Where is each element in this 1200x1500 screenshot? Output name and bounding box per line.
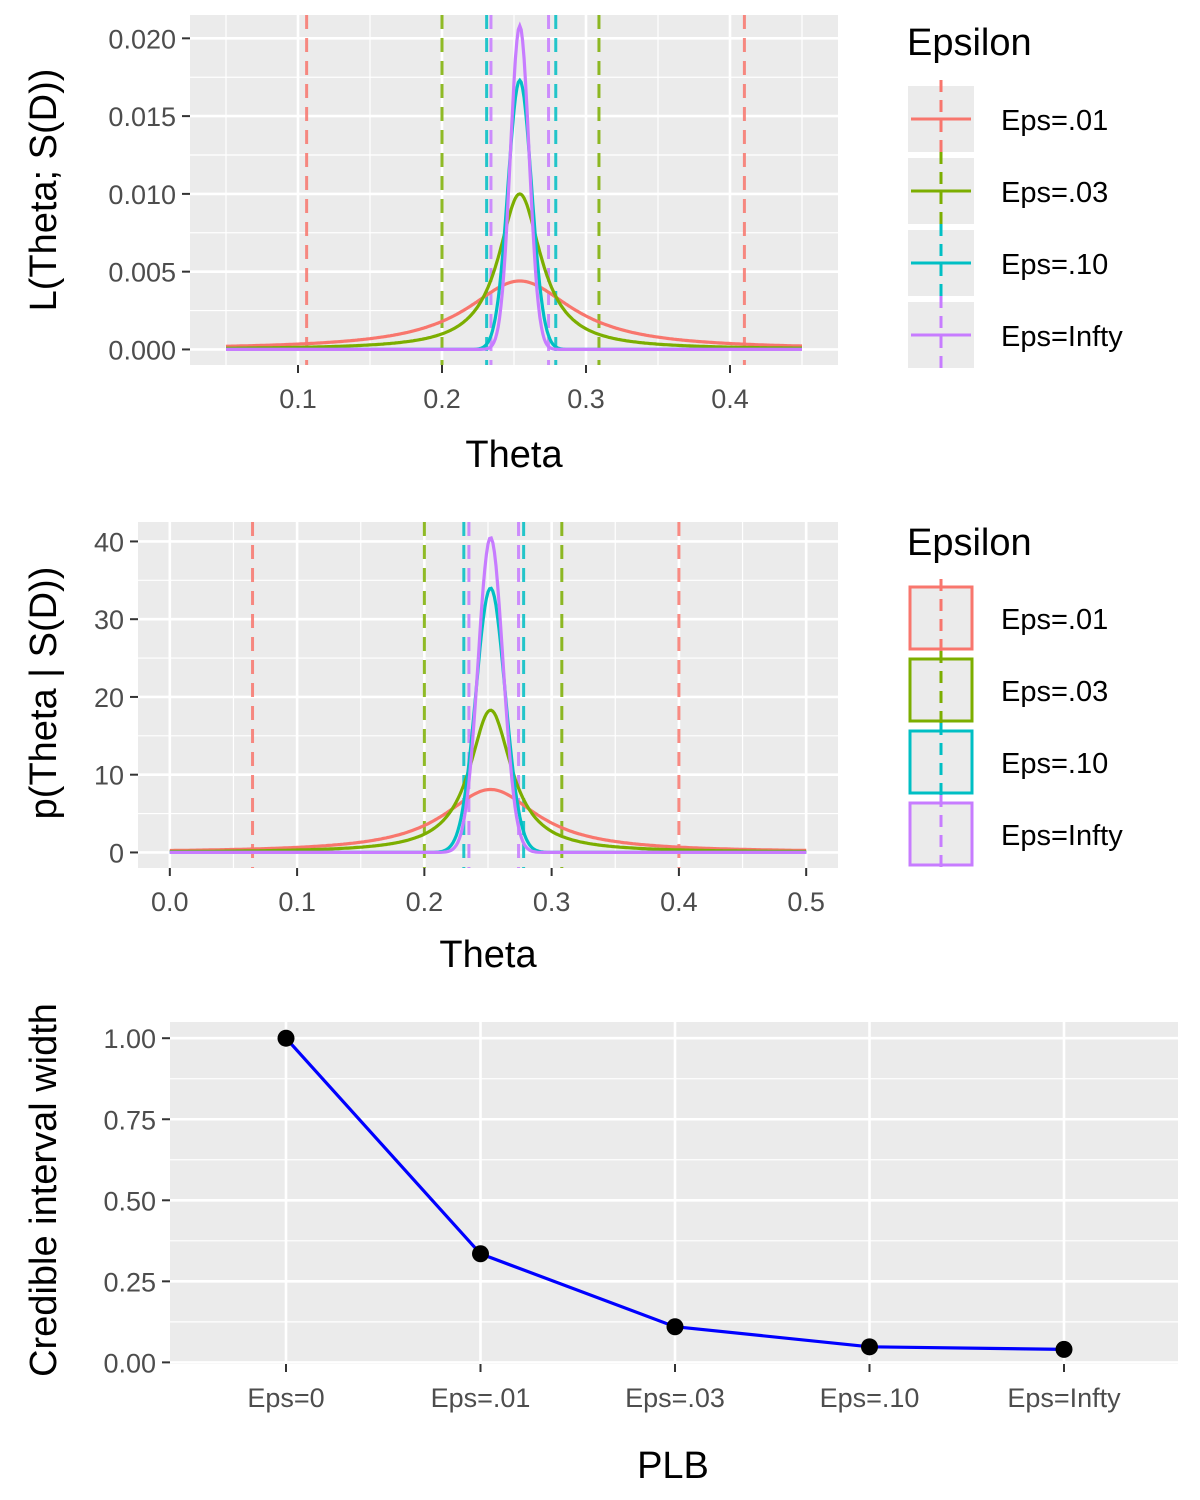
x-tick-label: 0.1	[279, 384, 317, 414]
y-axis-ticks: 0.000 0.005 0.010 0.015 0.020	[108, 24, 190, 365]
y-tick-label: 0.010	[108, 180, 176, 210]
x-axis-title: Theta	[465, 434, 563, 476]
legend-label-eps-10: Eps=.10	[1001, 748, 1108, 780]
width-series	[277, 1029, 1073, 1358]
y-tick-label: 1.00	[103, 1024, 156, 1054]
x-tick-label: 0.3	[567, 384, 605, 414]
legend-key-eps-03	[908, 657, 974, 723]
y-tick-label: 0	[109, 838, 124, 868]
legend-title: Epsilon	[907, 22, 1032, 64]
x-tick-label: Eps=.01	[431, 1383, 531, 1413]
interval-lines	[305, 15, 746, 365]
y-tick-label: 0.50	[103, 1186, 156, 1216]
legend-label-eps-01: Eps=.01	[1001, 604, 1108, 636]
y-tick-label: 30	[94, 605, 124, 635]
x-tick-label: 0.2	[423, 384, 461, 414]
y-tick-label: 10	[94, 761, 124, 791]
point-eps-10	[861, 1338, 878, 1356]
x-tick-label: Eps=Infty	[1007, 1383, 1121, 1413]
x-axis-ticks: 0.0 0.1 0.2 0.3 0.4 0.5	[151, 868, 825, 917]
curve-eps-03	[169, 708, 807, 854]
posterior-panel: 0 10 20 30 40 0.0 0.1 0.2 0.3 0.4 0.5 Theta p(The…	[23, 522, 1123, 976]
legend-label-eps-01: Eps=.01	[1001, 105, 1108, 137]
y-tick-label: 0.000	[108, 335, 176, 365]
x-tick-label: Eps=.03	[625, 1383, 725, 1413]
point-eps-0	[277, 1029, 295, 1047]
x-tick-label: 0.2	[406, 887, 444, 917]
y-axis-title: p(Theta | S(D))	[23, 567, 65, 820]
curve-eps-03	[226, 192, 802, 350]
density-curves	[225, 21, 802, 351]
x-tick-label: 0.5	[787, 887, 825, 917]
y-axis-title: L(Theta; S(D))	[23, 69, 65, 312]
interval-width-panel: 0.00 0.25 0.50 0.75 1.00 Eps=0 Eps=.01 Eps=.03…	[23, 1003, 1178, 1487]
legend: Eps=.01 Eps=.03 Eps=.10 Eps=Infty	[908, 80, 1123, 374]
curve-eps-01	[169, 787, 807, 853]
x-tick-label: 0.4	[660, 887, 698, 917]
x-tick-label: 0.0	[151, 887, 189, 917]
x-axis-ticks: 0.1 0.2 0.3 0.4	[279, 365, 749, 414]
x-tick-label: Eps=0	[247, 1383, 324, 1413]
likelihood-panel: 0.000 0.005 0.010 0.015 0.020 0.1 0.2 0.3 0.4 T…	[23, 15, 1123, 476]
y-tick-label: 20	[94, 683, 124, 713]
y-tick-label: 0.005	[108, 258, 176, 288]
point-eps-01	[472, 1245, 489, 1263]
y-axis-title: Credible interval width	[23, 1003, 65, 1377]
x-tick-label: Eps=.10	[820, 1383, 920, 1413]
legend: Eps=.01 Eps=.03 Eps=.10 Eps=Infty	[908, 579, 1123, 873]
y-tick-label: 0.020	[108, 24, 176, 54]
legend-label-eps-10: Eps=.10	[1001, 249, 1108, 281]
x-axis-title: Theta	[439, 934, 537, 976]
point-eps-03	[666, 1318, 684, 1336]
y-axis-ticks: 0.00 0.25 0.50 0.75 1.00	[103, 1024, 170, 1378]
x-tick-label: 0.4	[711, 384, 749, 414]
curve-eps-01	[225, 279, 802, 348]
legend-label-eps-03: Eps=.03	[1001, 177, 1108, 209]
x-axis-title: PLB	[637, 1445, 709, 1487]
point-eps-infty	[1055, 1340, 1073, 1358]
x-tick-label: 0.1	[278, 887, 316, 917]
y-tick-label: 0.25	[103, 1267, 156, 1297]
curve-eps-infty	[169, 536, 807, 854]
legend-label-eps-03: Eps=.03	[1001, 676, 1108, 708]
y-tick-label: 0.00	[103, 1348, 156, 1378]
curve-eps-infty	[226, 21, 802, 351]
x-axis-ticks: Eps=0 Eps=.01 Eps=.03 Eps=.10 Eps=Infty	[247, 1364, 1121, 1413]
legend-label-eps-infty: Eps=Infty	[1001, 820, 1123, 852]
legend-key-eps-infty	[908, 801, 974, 867]
y-axis-ticks: 0 10 20 30 40	[94, 527, 138, 868]
y-tick-label: 0.75	[103, 1105, 156, 1135]
y-tick-label: 0.015	[108, 102, 176, 132]
density-curves	[169, 536, 807, 854]
legend-label-eps-infty: Eps=Infty	[1001, 321, 1123, 353]
legend-title: Epsilon	[907, 522, 1032, 564]
x-tick-label: 0.3	[533, 887, 571, 917]
gridlines	[170, 1022, 1178, 1364]
y-tick-label: 40	[94, 527, 124, 557]
